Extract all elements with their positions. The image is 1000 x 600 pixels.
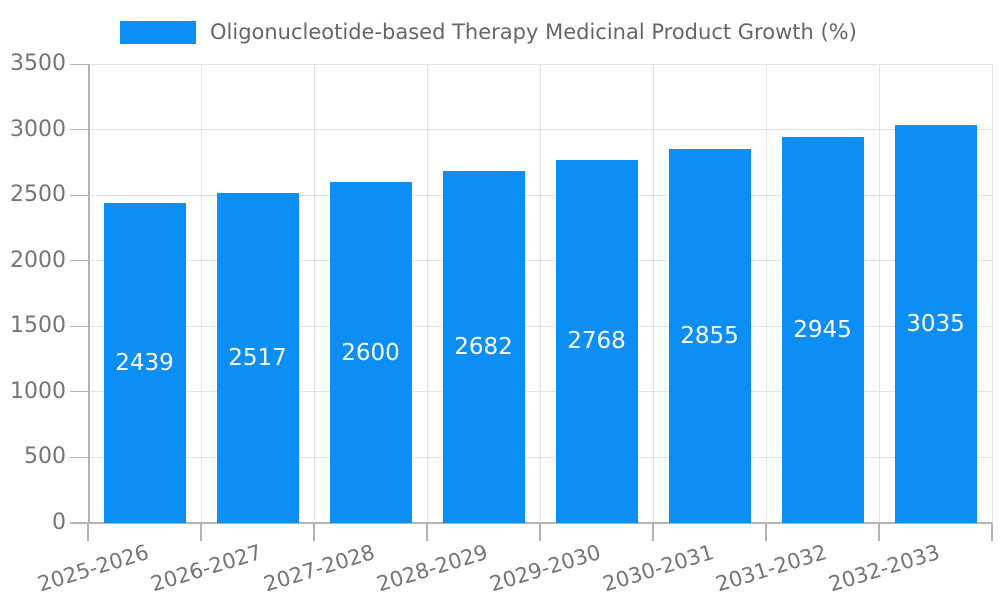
x-tick-mark xyxy=(539,523,541,541)
x-gridline xyxy=(991,64,993,523)
bar xyxy=(668,148,751,523)
x-tick-mark xyxy=(87,523,89,541)
x-gridline xyxy=(765,64,767,523)
bar-value-label: 2439 xyxy=(115,350,174,377)
y-tick-mark xyxy=(70,325,88,327)
x-gridline xyxy=(200,64,202,523)
x-gridline xyxy=(878,64,880,523)
y-tick-label: 1500 xyxy=(10,313,66,339)
y-tick-label: 500 xyxy=(24,444,66,470)
y-tick-label: 3000 xyxy=(10,116,66,142)
bar-value-label: 2945 xyxy=(793,316,852,343)
bar xyxy=(329,182,412,523)
x-tick-label: 2026-2027 xyxy=(148,540,265,597)
bar xyxy=(894,124,977,523)
x-tick-label: 2031-2032 xyxy=(713,540,830,597)
bar xyxy=(216,192,299,523)
x-tick-label: 2025-2026 xyxy=(35,540,152,597)
x-tick-label: 2028-2029 xyxy=(374,540,491,597)
y-tick-mark xyxy=(70,391,88,393)
bar xyxy=(103,203,186,523)
x-gridline xyxy=(652,64,654,523)
bar-value-label: 2855 xyxy=(680,322,739,349)
y-tick-mark xyxy=(70,260,88,262)
x-gridline xyxy=(426,64,428,523)
x-gridline xyxy=(313,64,315,523)
x-tick-label: 2029-2030 xyxy=(487,540,604,597)
bar-value-label: 2600 xyxy=(341,339,400,366)
y-tick-mark xyxy=(70,63,88,65)
x-tick-mark xyxy=(426,523,428,541)
bar-value-label: 3035 xyxy=(906,310,965,337)
x-tick-mark xyxy=(313,523,315,541)
legend-label: Oligonucleotide-based Therapy Medicinal … xyxy=(210,20,857,44)
bar-value-label: 2768 xyxy=(567,328,626,355)
x-tick-mark xyxy=(200,523,202,541)
bar xyxy=(781,136,864,523)
legend-swatch xyxy=(120,21,196,44)
y-tick-label: 3500 xyxy=(10,51,66,76)
x-tick-label: 2030-2031 xyxy=(600,540,717,597)
x-tick-label: 2032-2033 xyxy=(826,540,943,597)
bar-value-label: 2682 xyxy=(454,334,513,361)
x-tick-mark xyxy=(652,523,654,541)
y-tick-mark xyxy=(70,129,88,131)
x-gridline xyxy=(539,64,541,523)
x-axis-line xyxy=(70,522,992,524)
y-tick-label: 1000 xyxy=(10,378,66,404)
y-axis-line xyxy=(88,64,90,523)
y-tick-mark xyxy=(70,194,88,196)
y-tick-label: 2000 xyxy=(10,247,66,273)
x-tick-mark xyxy=(765,523,767,541)
y-axis: 0 500 1000 1500 2000 2500 3000 3500 xyxy=(0,51,66,535)
x-tick-mark xyxy=(878,523,880,541)
bar xyxy=(555,160,638,523)
y-tick-label: 0 xyxy=(52,510,66,535)
bar-value-label: 2517 xyxy=(228,344,287,371)
x-tick-label: 2027-2028 xyxy=(261,540,378,597)
x-tick-mark xyxy=(991,523,993,541)
legend-item[interactable]: Oligonucleotide-based Therapy Medicinal … xyxy=(120,21,857,44)
legend: Oligonucleotide-based Therapy Medicinal … xyxy=(120,21,857,44)
plot-area: 2439 2025-2026 2517 2026-2027 2600 2027-2028 2… xyxy=(35,63,993,596)
y-tick-label: 2500 xyxy=(10,182,66,208)
y-tick-mark xyxy=(70,456,88,458)
bar xyxy=(442,171,525,523)
